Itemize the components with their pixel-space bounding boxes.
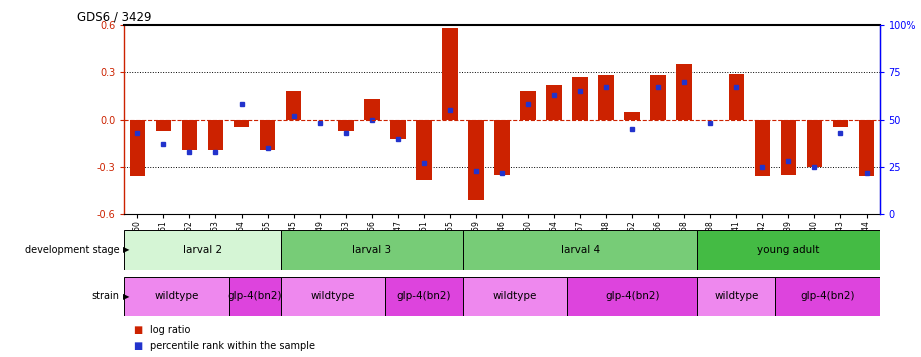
Bar <box>775 277 880 316</box>
Text: log ratio: log ratio <box>150 325 191 335</box>
Bar <box>207 120 223 150</box>
Bar <box>599 75 614 120</box>
Text: wildtype: wildtype <box>493 291 537 301</box>
Bar <box>567 277 697 316</box>
Text: larval 4: larval 4 <box>561 245 600 255</box>
Bar <box>729 74 744 120</box>
Bar <box>807 120 822 167</box>
Text: ▶: ▶ <box>123 292 130 301</box>
Bar <box>463 230 697 270</box>
Bar <box>572 77 588 120</box>
Bar <box>228 277 281 316</box>
Text: young adult: young adult <box>757 245 820 255</box>
Bar <box>260 120 275 150</box>
Text: glp-4(bn2): glp-4(bn2) <box>227 291 282 301</box>
Bar <box>364 99 379 120</box>
Text: percentile rank within the sample: percentile rank within the sample <box>150 341 315 351</box>
Bar <box>442 28 458 120</box>
Bar <box>338 120 354 131</box>
Text: glp-4(bn2): glp-4(bn2) <box>605 291 659 301</box>
Bar <box>546 85 562 120</box>
Text: wildtype: wildtype <box>310 291 355 301</box>
Bar <box>463 277 567 316</box>
Text: ■: ■ <box>134 341 143 351</box>
Bar <box>697 277 775 316</box>
Bar <box>520 91 536 120</box>
Bar <box>697 230 880 270</box>
Bar <box>281 230 463 270</box>
Text: glp-4(bn2): glp-4(bn2) <box>800 291 855 301</box>
Bar <box>495 120 509 175</box>
Bar <box>650 75 666 120</box>
Bar <box>416 120 432 180</box>
Bar <box>624 112 640 120</box>
Bar <box>781 120 797 175</box>
Text: development stage: development stage <box>25 245 120 255</box>
Bar <box>858 120 874 176</box>
Bar <box>385 277 463 316</box>
Bar <box>156 120 171 131</box>
Text: strain: strain <box>92 291 120 301</box>
Bar <box>286 91 301 120</box>
Text: glp-4(bn2): glp-4(bn2) <box>397 291 451 301</box>
Bar <box>754 120 770 176</box>
Text: wildtype: wildtype <box>154 291 199 301</box>
Bar <box>833 120 848 127</box>
Text: larval 3: larval 3 <box>352 245 391 255</box>
Text: GDS6 / 3429: GDS6 / 3429 <box>77 11 152 24</box>
Text: ▶: ▶ <box>123 245 130 255</box>
Bar <box>468 120 484 200</box>
Bar <box>181 120 197 150</box>
Bar <box>390 120 405 139</box>
Text: larval 2: larval 2 <box>183 245 222 255</box>
Bar <box>676 64 692 120</box>
Text: ■: ■ <box>134 325 143 335</box>
Bar <box>130 120 146 176</box>
Bar <box>234 120 250 127</box>
Bar <box>281 277 385 316</box>
Bar <box>124 230 281 270</box>
Text: wildtype: wildtype <box>714 291 759 301</box>
Bar <box>124 277 228 316</box>
